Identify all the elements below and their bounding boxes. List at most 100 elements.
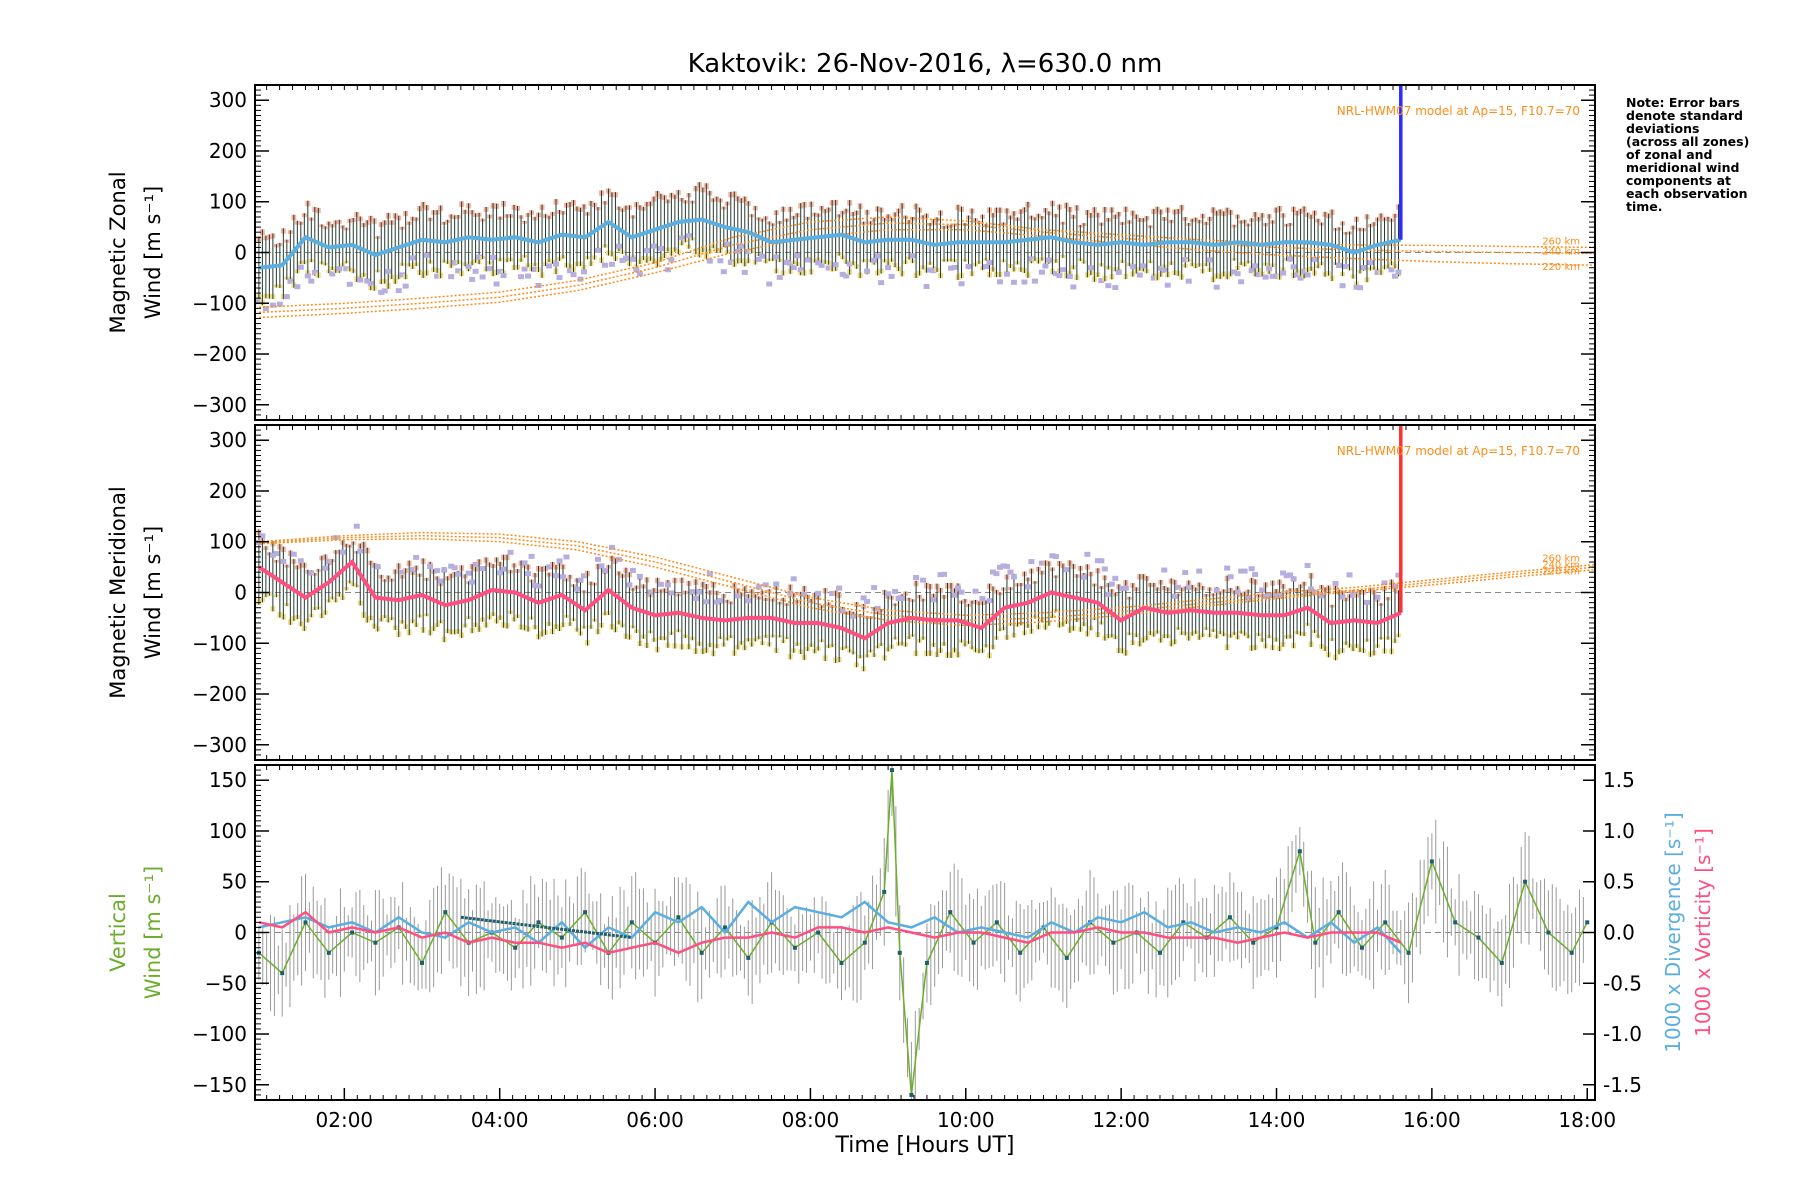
- scatter-point: [273, 551, 280, 557]
- right-tick-label: -1.0: [1603, 1022, 1642, 1046]
- scatter-point: [283, 294, 290, 300]
- scatter-point: [1042, 263, 1049, 269]
- scatter-point: [692, 595, 699, 601]
- scatter-point: [685, 233, 692, 239]
- y-axis-label-line2: Wind [m s⁻¹]: [141, 526, 165, 659]
- scatter-point: [580, 573, 587, 579]
- scatter-point: [451, 260, 458, 266]
- scatter-point: [745, 249, 752, 255]
- scatter-point: [629, 256, 636, 262]
- scatter-point: [329, 271, 336, 277]
- vertical-wind-point: [948, 910, 953, 915]
- scatter-point: [556, 558, 563, 564]
- scatter-point: [720, 269, 727, 275]
- y-tick-label: −300: [192, 733, 247, 757]
- scatter-point: [448, 563, 455, 569]
- vertical-wind-point: [1569, 950, 1574, 955]
- scatter-point: [1066, 273, 1073, 279]
- scatter-point: [1063, 567, 1070, 573]
- scatter-point: [773, 254, 780, 260]
- scatter-point: [955, 585, 962, 591]
- y-tick-label: 200: [209, 139, 247, 163]
- scatter-point: [601, 262, 608, 268]
- vertical-wind-point: [1476, 935, 1481, 940]
- mean-wind-line: [257, 558, 1402, 641]
- scatter-point: [650, 243, 657, 249]
- scatter-point: [1140, 263, 1147, 269]
- scatter-point: [1231, 269, 1238, 275]
- scatter-point: [437, 578, 444, 584]
- scatter-point: [1283, 573, 1290, 579]
- right-tick-label: 1.0: [1603, 819, 1635, 843]
- scatter-point: [1350, 592, 1357, 598]
- scatter-point: [1287, 256, 1294, 262]
- scatter-point: [996, 279, 1003, 285]
- y-tick-label: −300: [192, 393, 247, 417]
- scatter-point: [668, 257, 675, 263]
- vertical-wind-point: [1251, 940, 1256, 945]
- scatter-point: [339, 549, 346, 555]
- scatter-point: [689, 589, 696, 595]
- x-tick-label: 16:00: [1403, 1108, 1461, 1132]
- scatter-point: [930, 597, 937, 603]
- vertical-wind-point: [722, 925, 727, 930]
- scatter-point: [629, 567, 636, 573]
- scatter-point: [965, 263, 972, 269]
- scatter-point: [871, 257, 878, 263]
- trend-line: [460, 915, 632, 940]
- scatter-point: [1087, 265, 1094, 271]
- y-tick-label: 50: [222, 870, 247, 894]
- scatter-point: [497, 268, 504, 274]
- vertical-wind-point: [1383, 920, 1388, 925]
- scatter-point: [948, 265, 955, 271]
- vertical-wind-point: [699, 950, 704, 955]
- scatter-point: [532, 267, 539, 273]
- scatter-point: [553, 573, 560, 579]
- vertical-wind-point: [746, 955, 751, 960]
- scatter-point: [787, 260, 794, 266]
- scatter-point: [1311, 256, 1318, 262]
- scatter-point: [577, 577, 584, 583]
- vertical-wind-point: [513, 945, 518, 950]
- model-curve: [258, 228, 1595, 319]
- scatter-point: [455, 268, 462, 274]
- scatter-point: [553, 261, 560, 267]
- scatter-point: [1381, 580, 1388, 586]
- scatter-point: [1248, 566, 1255, 572]
- scatter-point: [577, 276, 584, 282]
- y-tick-label: 0: [234, 921, 247, 945]
- scatter-point: [594, 247, 601, 253]
- scatter-point: [996, 564, 1003, 570]
- scatter-point: [1115, 269, 1122, 275]
- scatter-point: [1007, 569, 1014, 575]
- scatter-point: [521, 266, 528, 272]
- vertical-wind-point: [792, 945, 797, 950]
- scatter-point: [325, 558, 332, 564]
- scatter-point: [1094, 558, 1101, 564]
- scatter-point: [1238, 279, 1245, 285]
- scatter-point: [1395, 572, 1402, 578]
- y-tick-label: −200: [192, 682, 247, 706]
- scatter-point: [986, 598, 993, 604]
- scatter-point: [724, 241, 731, 247]
- scatter-point: [899, 595, 906, 601]
- altitude-label: 260 km: [1542, 236, 1580, 247]
- scatter-point: [696, 589, 703, 595]
- scatter-point: [951, 264, 958, 270]
- scatter-point: [836, 585, 843, 591]
- scatter-point: [1003, 563, 1010, 569]
- scatter-point: [958, 281, 965, 287]
- y-axis-label-line1: Magnetic Meridional: [106, 486, 130, 698]
- scatter-point: [465, 264, 472, 270]
- model-label: NRL-HWM07 model at Ap=15, F10.7=70: [1337, 104, 1580, 118]
- y-tick-label: −100: [192, 631, 247, 655]
- scatter-point: [1311, 589, 1318, 595]
- y-axis-label-line1: Vertical: [106, 893, 130, 972]
- scatter-point: [850, 613, 857, 619]
- scatter-point: [269, 302, 276, 308]
- vertical-wind-point: [889, 768, 894, 773]
- scatter-point: [930, 268, 937, 274]
- scatter-point: [601, 567, 608, 573]
- scatter-point: [308, 570, 315, 576]
